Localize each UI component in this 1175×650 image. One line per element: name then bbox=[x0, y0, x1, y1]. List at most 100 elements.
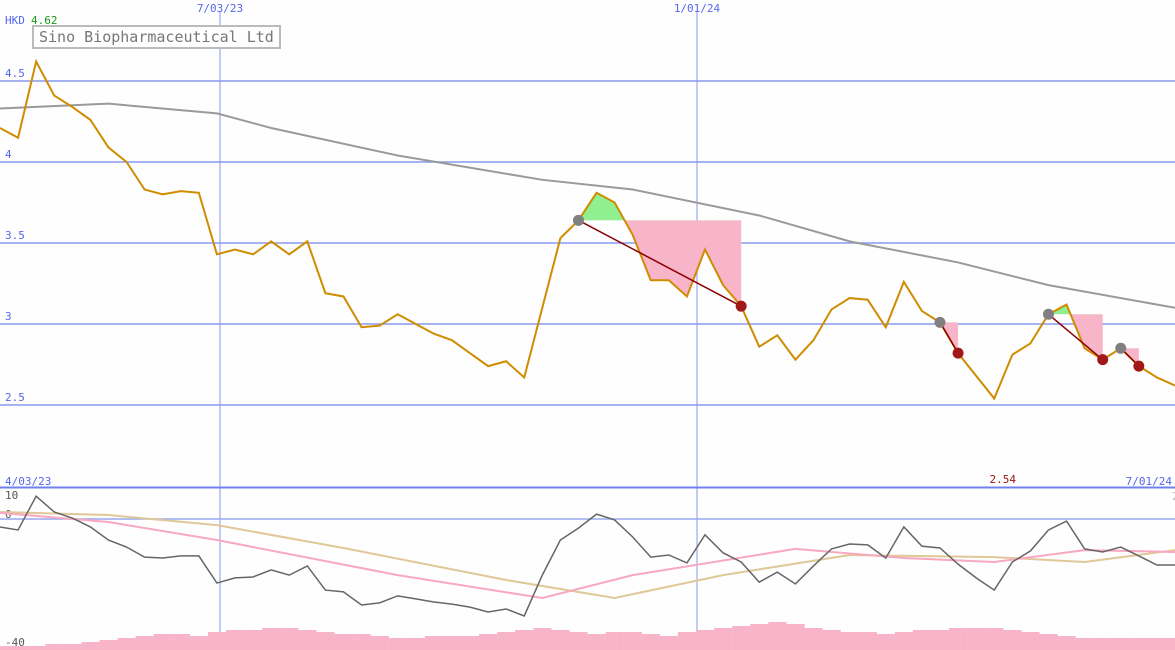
trade-entry-marker bbox=[1115, 342, 1127, 354]
trade-line bbox=[578, 219, 742, 307]
volume-bar bbox=[840, 632, 859, 650]
volume-bar bbox=[1129, 638, 1149, 650]
volume-bar bbox=[696, 630, 715, 650]
volume-bar bbox=[1003, 630, 1022, 650]
volume-bar bbox=[244, 630, 263, 650]
volume-bar bbox=[461, 636, 480, 650]
volume-bar bbox=[949, 628, 968, 650]
volume-bar bbox=[551, 630, 570, 650]
osc-tick-label: -40 bbox=[5, 636, 25, 649]
volume-bar bbox=[605, 632, 624, 650]
volume-bar bbox=[804, 628, 823, 650]
copyright: 2026 share-o-matic.com bbox=[1172, 490, 1175, 503]
volume-bar bbox=[677, 632, 697, 650]
low-label: 2.54 bbox=[990, 473, 1017, 486]
volume-bar bbox=[388, 638, 407, 650]
volume-bar bbox=[226, 630, 245, 650]
volume-bar bbox=[659, 636, 679, 650]
volume-bar bbox=[1021, 632, 1040, 650]
volume-bar bbox=[876, 634, 895, 650]
volume-bar bbox=[1166, 638, 1175, 650]
volume-bar bbox=[442, 636, 462, 650]
oscillator-line bbox=[0, 494, 1175, 617]
volume-bar bbox=[714, 628, 733, 650]
volume-bar bbox=[912, 630, 932, 650]
trade-exit-marker bbox=[735, 300, 747, 312]
volume-bar bbox=[822, 630, 841, 650]
volume-bar bbox=[280, 628, 299, 650]
x-tick-label: 4/03/23 bbox=[5, 475, 51, 488]
x-tick-label: 7/01/24 bbox=[1126, 475, 1173, 488]
price-line bbox=[0, 58, 1175, 401]
y-tick-label: 3.5 bbox=[5, 229, 25, 242]
volume-bar bbox=[298, 630, 317, 650]
volume-bar bbox=[334, 634, 353, 650]
volume-bar bbox=[569, 632, 588, 650]
volume-bar bbox=[533, 628, 552, 650]
volume-bar bbox=[424, 636, 444, 650]
trade-entry-marker bbox=[934, 316, 946, 328]
signal-line-pink bbox=[0, 511, 1175, 600]
volume-bar bbox=[931, 630, 950, 650]
trade-gain-area bbox=[578, 192, 742, 221]
trade-line bbox=[939, 322, 959, 354]
volume-bar bbox=[732, 626, 751, 650]
volume-bar bbox=[99, 640, 118, 650]
x-tick-label: 7/03/23 bbox=[197, 2, 243, 15]
y-tick-label: 4.5 bbox=[5, 67, 25, 80]
volume-bar bbox=[45, 644, 64, 650]
volume-bar bbox=[587, 634, 606, 650]
volume-bar bbox=[985, 628, 1004, 650]
trade-exit-marker bbox=[952, 347, 964, 359]
volume-bar bbox=[641, 634, 660, 650]
volume-bar bbox=[1147, 638, 1167, 650]
currency-label: HKD bbox=[5, 14, 25, 27]
volume-bar bbox=[316, 632, 335, 650]
trade-exit-marker bbox=[1097, 354, 1109, 366]
y-tick-label: 3 bbox=[5, 310, 12, 323]
signal-line-tan bbox=[0, 510, 1175, 600]
volume-bar bbox=[406, 638, 425, 650]
volume-bar bbox=[623, 632, 642, 650]
volume-bar bbox=[1093, 638, 1112, 650]
moving-average-line bbox=[0, 102, 1175, 309]
chart-title: Sino Biopharmaceutical Ltd bbox=[32, 25, 281, 49]
volume-bar bbox=[352, 634, 371, 650]
volume-bar bbox=[117, 638, 136, 650]
trade-entry-marker bbox=[572, 214, 584, 226]
y-tick-label: 2.5 bbox=[5, 391, 25, 404]
volume-bar bbox=[27, 646, 46, 650]
volume-bar bbox=[894, 632, 914, 650]
volume-bar bbox=[786, 624, 805, 650]
volume-bar bbox=[207, 632, 227, 650]
volume-bar bbox=[1111, 638, 1130, 650]
volume-bar bbox=[479, 634, 498, 650]
volume-bar bbox=[370, 636, 389, 650]
volume-bar bbox=[768, 622, 787, 650]
trade-entry-marker bbox=[1042, 308, 1054, 320]
trade-exit-marker bbox=[1133, 360, 1145, 372]
volume-bar bbox=[515, 630, 534, 650]
volume-bar bbox=[63, 644, 82, 650]
x-tick-label: 1/01/24 bbox=[674, 2, 721, 15]
volume-bar bbox=[1057, 636, 1076, 650]
y-tick-label: 4 bbox=[5, 148, 12, 161]
high-label: 4.62 bbox=[31, 14, 58, 27]
volume-bar bbox=[81, 642, 100, 650]
volume-bar bbox=[9, 646, 28, 650]
volume-bar bbox=[858, 632, 877, 650]
trade-line bbox=[1047, 313, 1104, 361]
volume-bar bbox=[967, 628, 986, 650]
volume-bar bbox=[135, 636, 154, 650]
osc-tick-label: 10 bbox=[5, 489, 18, 502]
volume-bar bbox=[171, 634, 190, 650]
volume-bar bbox=[497, 632, 516, 650]
volume-bar bbox=[750, 624, 769, 650]
volume-bar bbox=[1039, 634, 1058, 650]
volume-bar bbox=[262, 628, 281, 650]
volume-bar bbox=[189, 636, 209, 650]
volume-bar bbox=[0, 646, 10, 650]
volume-bar bbox=[1075, 638, 1094, 650]
volume-bar bbox=[153, 634, 172, 650]
